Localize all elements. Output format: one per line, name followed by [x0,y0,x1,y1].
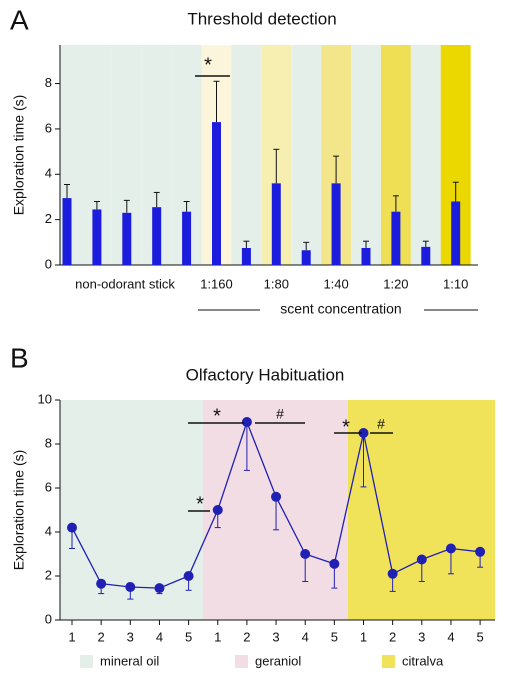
background-band [203,400,348,620]
bar [152,207,162,265]
x-tick-label: 1:160 [200,276,233,291]
x-tick-label: 5 [331,629,338,644]
marker [271,491,282,502]
bar [451,201,461,265]
marker [96,578,107,589]
x-tick-label: 1 [214,629,221,644]
marker [416,554,427,565]
marker [329,558,340,569]
x-tick-label: 5 [185,629,192,644]
significance-mark: * [213,405,221,427]
bar [241,247,251,265]
x-tick-label: 4 [447,629,454,644]
group-label: non-odorant stick [75,276,175,291]
x-tick-label: 2 [243,629,250,644]
marker [241,417,252,427]
marker [387,568,398,579]
panel-label: B [10,342,29,373]
y-tick-label: 8 [45,75,52,90]
legend-swatch [235,655,248,668]
marker [183,571,194,581]
legend-label: mineral oil [100,653,159,668]
y-tick-label: 10 [38,391,52,406]
x-tick-label: 1 [360,629,367,644]
y-axis-label: Exploration time (s) [11,450,27,571]
bar [271,183,281,265]
marker [212,505,223,515]
x-tick-label: 4 [302,629,309,644]
bar [301,250,311,265]
legend-label: citralva [402,653,444,668]
x-tick-label: 3 [418,629,425,644]
x-tick-label: 3 [272,629,279,644]
bar [421,246,431,265]
background-band [351,45,381,265]
x-tick-label: 5 [476,629,483,644]
marker [125,582,136,592]
significance-mark: * [196,493,204,515]
x-tick-label: 1:10 [443,276,468,291]
y-tick-label: 4 [45,166,52,181]
y-tick-label: 2 [45,567,52,582]
x-tick-label: 4 [156,629,163,644]
y-tick-label: 8 [45,435,52,450]
x-tick-label: 1:80 [264,276,289,291]
legend-swatch [80,655,93,668]
bar [361,247,371,265]
background-band [410,45,441,265]
marker [300,549,311,559]
bar [182,211,192,265]
significance-mark: # [377,416,385,432]
y-tick-label: 0 [45,256,52,271]
x-tick-label: 1:20 [383,276,408,291]
background-band [348,400,495,620]
bar [331,183,341,265]
legend-swatch [382,655,395,668]
marker [358,428,369,438]
legend-label: geraniol [255,653,301,668]
y-axis-label: Exploration time (s) [11,95,27,216]
background-band [231,45,262,265]
bar [212,122,221,265]
marker [475,546,486,557]
panel-label: A [10,4,29,35]
significance-mark: * [204,54,212,76]
x-tick-label: 2 [98,629,105,644]
y-tick-label: 4 [45,523,52,538]
y-tick-label: 6 [45,120,52,135]
x-tick-label: 1 [68,629,75,644]
bar [391,211,401,265]
marker [67,522,77,533]
significance-mark: # [276,406,284,422]
y-tick-label: 2 [45,211,52,226]
bar [122,212,132,265]
bar [92,209,102,265]
significance-mark: * [342,416,350,438]
x-tick-label: 2 [389,629,396,644]
x-tick-label: 1:40 [323,276,348,291]
x-tick-label: 3 [127,629,134,644]
background-band [291,45,322,265]
chart-title: Threshold detection [187,9,336,28]
y-tick-label: 0 [45,611,52,626]
chart-title: Olfactory Habituation [186,365,345,384]
x-axis-label: scent concentration [280,301,401,317]
bar [62,198,72,265]
marker [154,583,165,594]
marker [445,543,456,554]
y-tick-label: 6 [45,479,52,494]
